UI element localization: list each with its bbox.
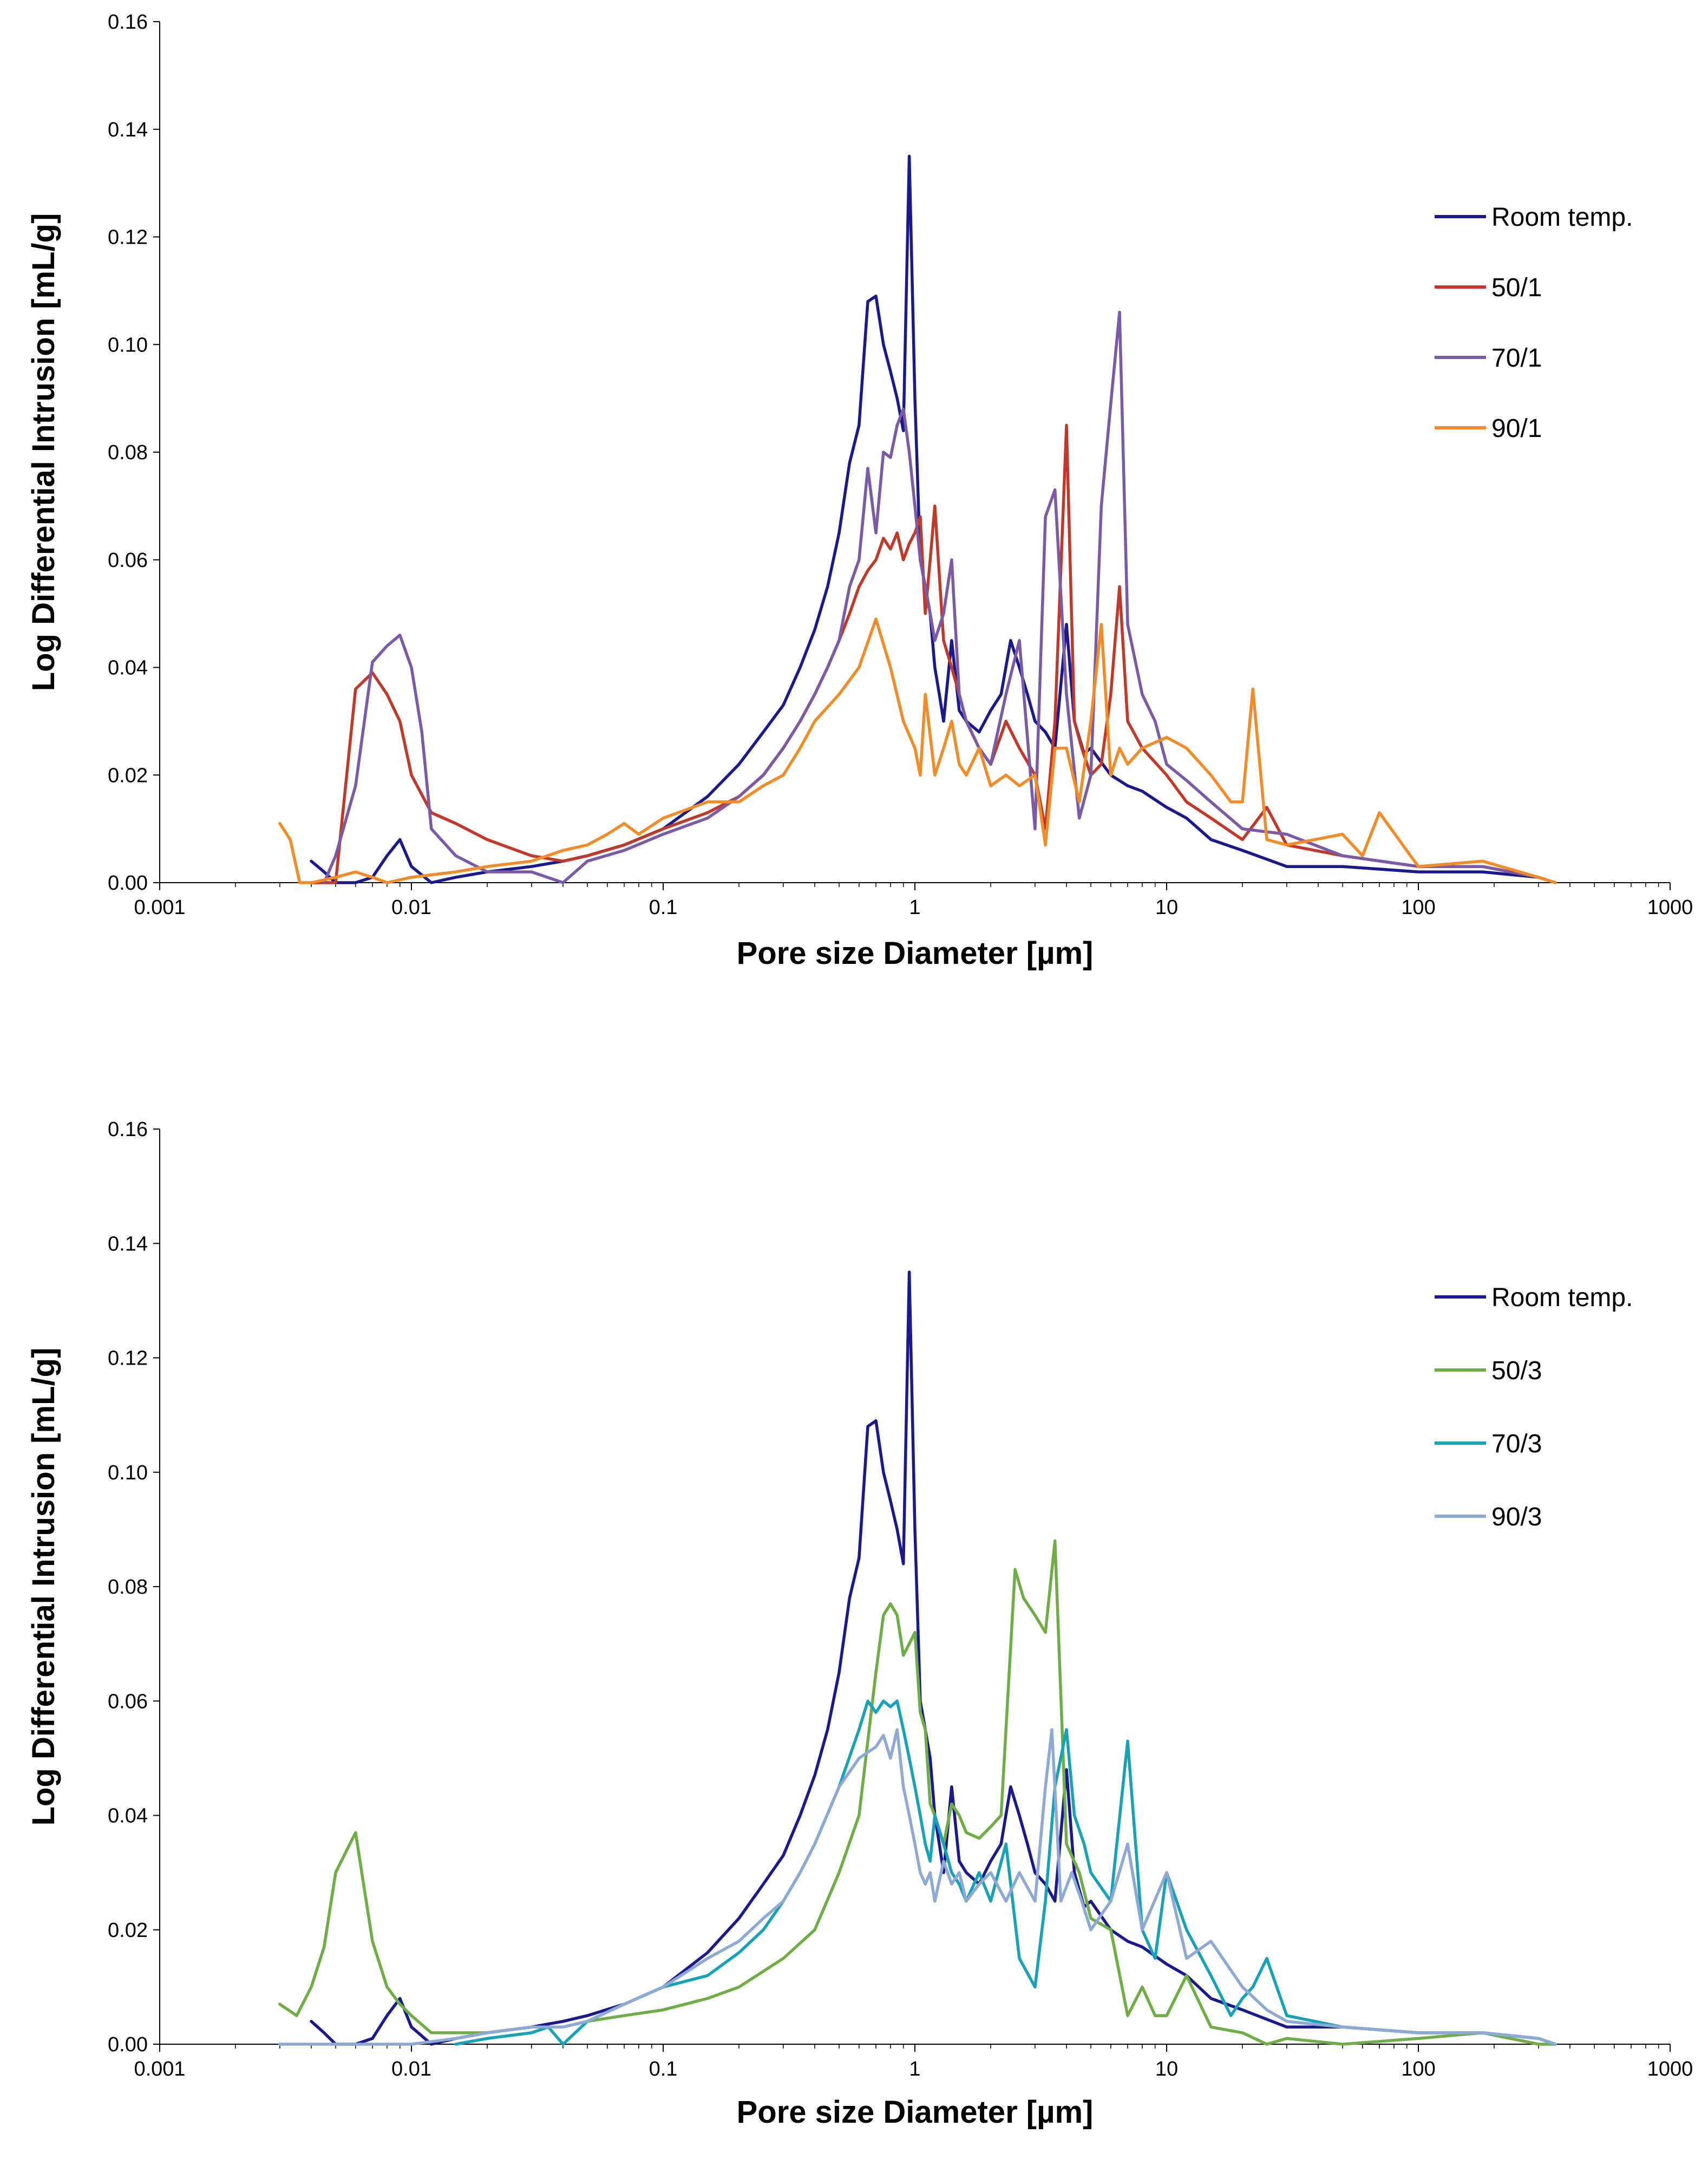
x-tick-label: 0.01 [391, 2058, 431, 2080]
x-axis-title: Pore size Diameter [µm] [737, 936, 1094, 971]
y-tick-label: 0.14 [108, 119, 148, 141]
series-line-50-1 [310, 423, 1557, 884]
y-tick-label: 0.02 [108, 1919, 148, 1942]
legend-label: 90/1 [1491, 414, 1542, 443]
series-line-70-1 [322, 310, 1557, 884]
series-line-90-1 [278, 617, 1557, 884]
y-tick-label: 0.12 [108, 1347, 148, 1370]
legend-label: 50/3 [1491, 1356, 1542, 1385]
x-tick-label: 1 [909, 896, 920, 919]
x-tick-label: 0.001 [134, 896, 185, 919]
y-tick-label: 0.00 [108, 2033, 148, 2056]
bottom-chart-panel: 0.00 0.02 0.04 0.06 0.08 0.10 0.12 0.14 0.16 0.00… [26, 1118, 1693, 2130]
x-tick-label: 0.01 [391, 896, 431, 919]
top-chart-panel: 0.00 0.02 0.04 0.06 0.08 0.10 0.12 0.14 0.16 0.00… [26, 11, 1693, 971]
y-tick-label: 0.08 [108, 441, 148, 464]
y-tick-label: 0.08 [108, 1576, 148, 1599]
y-tick-label: 0.10 [108, 334, 148, 356]
x-tick-label: 100 [1401, 896, 1435, 919]
legend-label: 70/3 [1491, 1430, 1542, 1458]
y-tick-label: 0.10 [108, 1462, 148, 1484]
y-tick-label: 0.16 [108, 1118, 148, 1141]
series-line-90-3 [278, 1728, 1557, 2046]
y-tick-label: 0.06 [108, 549, 148, 572]
x-tick-label: 1 [909, 2058, 920, 2080]
x-tick-label: 1000 [1647, 2058, 1693, 2080]
x-axis-title: Pore size Diameter [µm] [737, 2095, 1094, 2130]
x-tick-label: 10 [1155, 896, 1178, 919]
legend-label: 90/3 [1491, 1503, 1542, 1531]
legend-label: 70/1 [1491, 344, 1542, 373]
x-tick-label: 0.001 [134, 2058, 185, 2080]
legend-label: Room temp. [1491, 1283, 1633, 1312]
x-tick-label: 0.1 [649, 2058, 678, 2080]
y-tick-label: 0.16 [108, 11, 148, 34]
y-tick-label: 0.00 [108, 872, 148, 895]
y-axis-title: Log Differential Intrusion [mL/g] [26, 1348, 61, 1826]
x-tick-label: 1000 [1647, 896, 1693, 919]
legend-label: 50/1 [1491, 273, 1542, 302]
y-tick-label: 0.06 [108, 1690, 148, 1713]
y-tick-label: 0.12 [108, 226, 148, 249]
y-axis-title: Log Differential Intrusion [mL/g] [26, 213, 61, 692]
x-tick-label: 100 [1401, 2058, 1435, 2080]
y-tick-label: 0.04 [108, 657, 148, 680]
x-tick-label: 10 [1155, 2058, 1178, 2080]
x-tick-label: 0.1 [649, 896, 678, 919]
series-line-50-3 [278, 1539, 1557, 2046]
y-tick-label: 0.04 [108, 1805, 148, 1828]
y-tick-label: 0.14 [108, 1232, 148, 1255]
y-tick-label: 0.02 [108, 764, 148, 787]
legend-label: Room temp. [1491, 203, 1633, 232]
